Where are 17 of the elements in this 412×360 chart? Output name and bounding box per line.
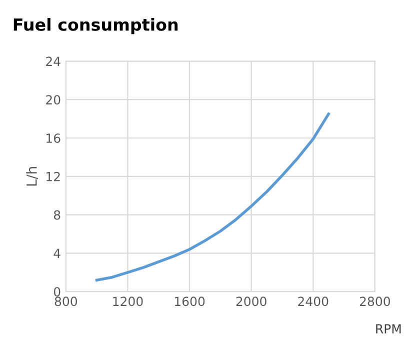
y-tick-label: 24	[46, 56, 60, 66]
chart-title: Fuel consumption	[14, 18, 178, 34]
y-axis-title: L/h	[26, 166, 38, 186]
x-axis-title: RPM	[376, 324, 401, 334]
x-tick-label: 2400	[298, 296, 328, 306]
x-tick-label: 800	[54, 296, 78, 306]
y-tick-label: 16	[46, 133, 60, 143]
x-tick-label: 1200	[113, 296, 143, 306]
y-tick-label: 20	[46, 95, 60, 105]
x-tick-label: 1600	[174, 296, 205, 306]
x-tick-label: 2800	[360, 296, 390, 306]
y-tick-label: 0	[54, 287, 60, 297]
y-tick-label: 8	[54, 210, 60, 220]
line-series	[95, 112, 330, 282]
y-tick-label: 4	[54, 248, 60, 258]
x-tick-label: 2000	[236, 296, 266, 306]
y-tick-label: 12	[46, 172, 60, 182]
